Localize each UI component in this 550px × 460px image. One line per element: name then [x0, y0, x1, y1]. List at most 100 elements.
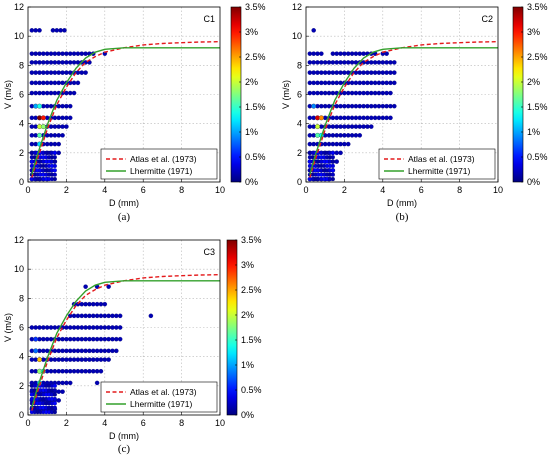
series-line-2: [31, 280, 220, 408]
chart-panel-2: 0 2 4 6 8 10 0 2 4 6 8 10 12 C2 Atlas et al. (1973) Lhe…: [281, 2, 548, 223]
scatter-point: [91, 368, 96, 374]
scatter-point: [48, 90, 54, 96]
scatter-point: [52, 90, 58, 96]
scatter-point: [94, 348, 100, 354]
scatter-point: [52, 177, 57, 182]
legend-label-1: Atlas et al. (1973): [130, 387, 197, 397]
scatter-point: [315, 90, 320, 96]
scatter-point: [365, 70, 370, 75]
colorbar-tick-label: 1.5%: [527, 102, 548, 112]
scatter-point: [52, 396, 57, 401]
scatter-point: [67, 368, 73, 374]
scatter-point: [29, 70, 35, 75]
scatter-point-hot: [315, 124, 320, 130]
scatter-point: [311, 141, 316, 147]
scatter-point: [330, 168, 335, 173]
colorbar-tick-label: 3%: [527, 27, 540, 37]
scatter-point: [365, 103, 370, 109]
scatter-point: [48, 133, 54, 138]
scatter-point: [372, 90, 378, 96]
scatter-point: [44, 141, 50, 147]
colorbar-tick-label: 3%: [245, 27, 258, 37]
scatter-point: [60, 133, 65, 138]
scatter-point: [48, 70, 54, 75]
scatter-point-hot: [37, 132, 42, 138]
series-line-2: [309, 47, 498, 175]
scatter-point: [315, 80, 320, 86]
scatter-point: [357, 70, 363, 75]
scatter-points: [29, 28, 108, 182]
scatter-point: [37, 90, 42, 96]
scatter-point: [365, 124, 370, 129]
scatter-point: [311, 80, 316, 86]
colorbar: [226, 239, 238, 416]
scatter-point: [60, 115, 65, 121]
scatter-point: [148, 313, 154, 319]
scatter-point: [29, 60, 35, 65]
scatter-point: [64, 124, 69, 129]
scatter-point: [52, 172, 57, 177]
scatter-point: [29, 80, 35, 86]
scatter-point: [342, 124, 347, 129]
scatter-point: [326, 90, 332, 96]
colorbar-tick-label: 1%: [241, 360, 254, 370]
scatter-point: [384, 80, 389, 86]
colorbar-tick-label: 0.5%: [527, 152, 548, 162]
scatter-point: [64, 325, 69, 330]
scatter-point: [87, 301, 92, 307]
scatter-point: [60, 51, 65, 56]
scatter-point: [361, 80, 366, 86]
scatter-point: [353, 103, 359, 109]
scatter-point: [71, 51, 77, 56]
series-line-1: [31, 274, 220, 411]
y-tick-label: 12: [14, 235, 24, 245]
scatter-point: [342, 141, 347, 147]
scatter-point: [330, 163, 335, 168]
scatter-point: [56, 60, 61, 65]
scatter-point: [33, 325, 38, 330]
colorbar-tick-label: 0%: [527, 177, 540, 187]
scatter-point: [365, 115, 370, 121]
y-tick-label: 4: [19, 352, 24, 362]
scatter-point: [52, 368, 58, 374]
y-tick-label: 10: [14, 31, 24, 41]
scatter-point: [322, 70, 328, 75]
scatter-point: [52, 388, 57, 393]
scatter-point: [44, 60, 50, 65]
scatter-point: [75, 80, 81, 86]
scatter-point: [338, 60, 343, 65]
scatter-point: [106, 357, 111, 362]
scatter-point: [29, 368, 35, 374]
scatter-point: [56, 398, 61, 403]
scatter-point: [361, 70, 366, 75]
scatter-point: [67, 348, 73, 354]
scatter-point: [117, 325, 123, 330]
y-tick-label: 10: [292, 31, 302, 41]
scatter-point: [338, 124, 343, 129]
scatter-point: [75, 51, 81, 56]
scatter-point: [83, 70, 88, 75]
scatter-point: [311, 60, 316, 65]
scatter-point: [322, 141, 328, 147]
scatter-point: [384, 70, 389, 75]
scatter-point: [102, 313, 108, 319]
scatter-point: [380, 80, 386, 86]
scatter-point: [41, 60, 46, 65]
scatter-point: [75, 368, 81, 374]
scatter-point: [94, 336, 100, 342]
scatter-point: [62, 28, 67, 33]
scatter-point: [48, 368, 54, 374]
scatter-point: [372, 103, 378, 109]
y-tick-label: 4: [19, 119, 24, 129]
scatter-point: [29, 141, 35, 147]
colorbar-tick-label: 2.5%: [527, 52, 548, 62]
scatter-point: [357, 115, 363, 121]
scatter-point: [64, 60, 69, 65]
colorbar-tick-label: 3.5%: [527, 2, 548, 12]
scatter-point: [376, 90, 382, 96]
chart-panel-3: 0 2 4 6 8 10 0 2 4 6 8 10 12 C3 Atlas et al. (1973) Lhe…: [3, 235, 262, 455]
scatter-point: [94, 313, 100, 319]
scatter-point: [349, 60, 355, 65]
scatter-point: [334, 70, 339, 75]
scatter-point: [338, 51, 343, 56]
